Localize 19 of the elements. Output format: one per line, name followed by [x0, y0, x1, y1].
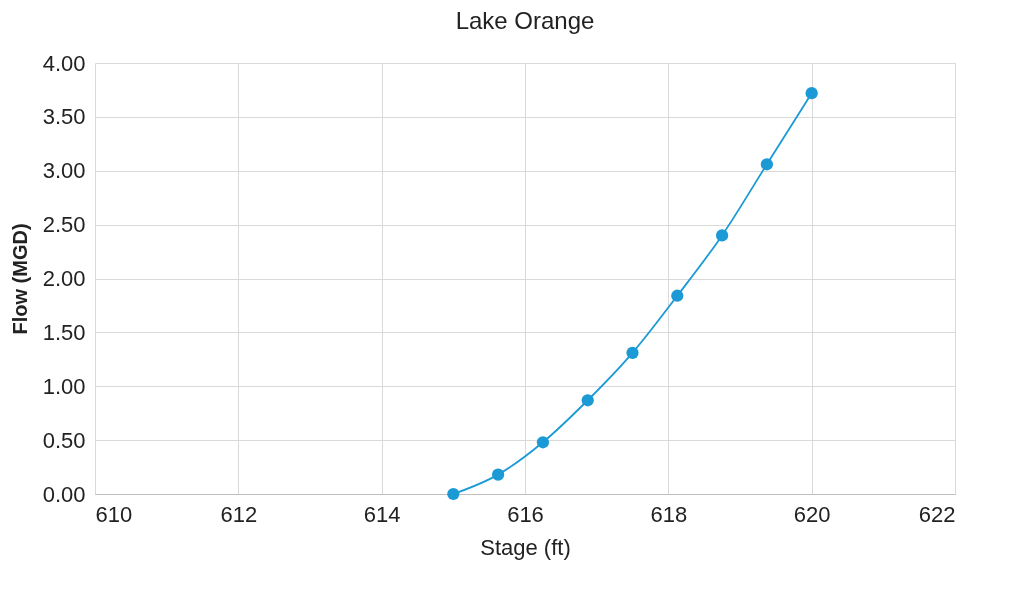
- x-tick-label: 616: [507, 501, 544, 527]
- y-tick-label: 0.00: [42, 481, 86, 507]
- y-tick-label: 1.00: [42, 373, 86, 399]
- x-tick-label: 612: [220, 501, 258, 527]
- y-tick-label: 2.00: [42, 266, 86, 291]
- y-tick-label: 2.50: [42, 212, 86, 238]
- y-tick-label: 0.50: [42, 427, 86, 453]
- y-tick-label: 1.50: [42, 319, 86, 345]
- x-axis-title: Stage (ft): [480, 534, 571, 560]
- y-tick-label: 3.00: [42, 158, 86, 184]
- x-tick-label: 610: [95, 501, 133, 527]
- x-tick-label: 622: [918, 501, 956, 527]
- y-tick-label: 3.50: [42, 104, 86, 130]
- y-axis-title: Flow (MGD): [8, 223, 31, 335]
- x-tick-label: 620: [793, 501, 831, 527]
- x-tick-label: 618: [650, 501, 688, 527]
- y-tick-label: 4.00: [42, 50, 86, 76]
- chart-title: Lake Orange: [455, 7, 595, 34]
- x-tick-label: 614: [363, 501, 401, 527]
